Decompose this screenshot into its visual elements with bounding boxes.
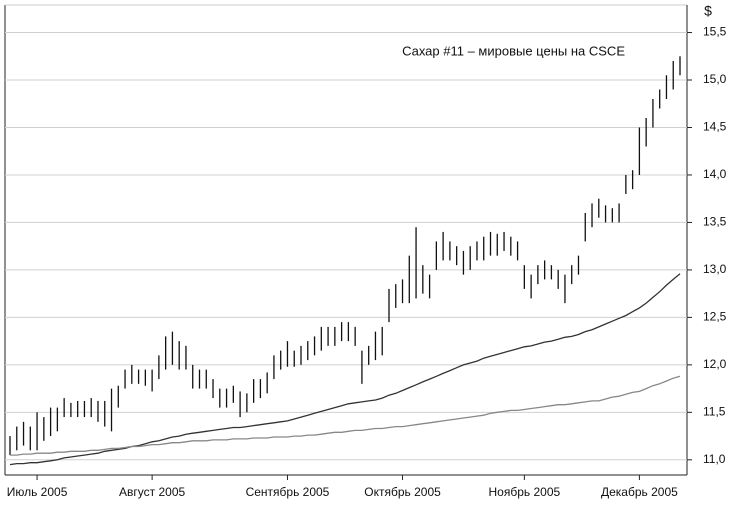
- y-tick-label: 11,5: [703, 405, 726, 419]
- x-tick-label: Сентябрь 2005: [246, 485, 330, 499]
- y-tick-label: 15,0: [703, 72, 727, 86]
- y-axis-label: $: [704, 3, 712, 19]
- y-tick-label: 11,0: [703, 452, 726, 466]
- moving-average-line: [9, 273, 681, 466]
- y-tick-label: 14,5: [703, 120, 727, 134]
- y-tick-label: 15,5: [703, 25, 727, 39]
- chart-title: Сахар #11 – мировые цены на CSCE: [402, 43, 625, 58]
- x-tick-label: Август 2005: [119, 485, 185, 499]
- y-tick-label: 13,0: [703, 262, 727, 276]
- y-tick-label: 12,5: [703, 310, 727, 324]
- x-tick-label: Ноябрь 2005: [489, 485, 561, 499]
- y-tick-label: 14,0: [703, 167, 727, 181]
- x-tick-label: Июль 2005: [7, 485, 68, 499]
- y-tick-label: 13,5: [703, 215, 727, 229]
- x-tick-label: Октябрь 2005: [364, 485, 441, 499]
- x-tick-label: Декабрь 2005: [601, 485, 678, 499]
- y-tick-label: 12,0: [703, 357, 727, 371]
- moving-average-line: [10, 375, 681, 456]
